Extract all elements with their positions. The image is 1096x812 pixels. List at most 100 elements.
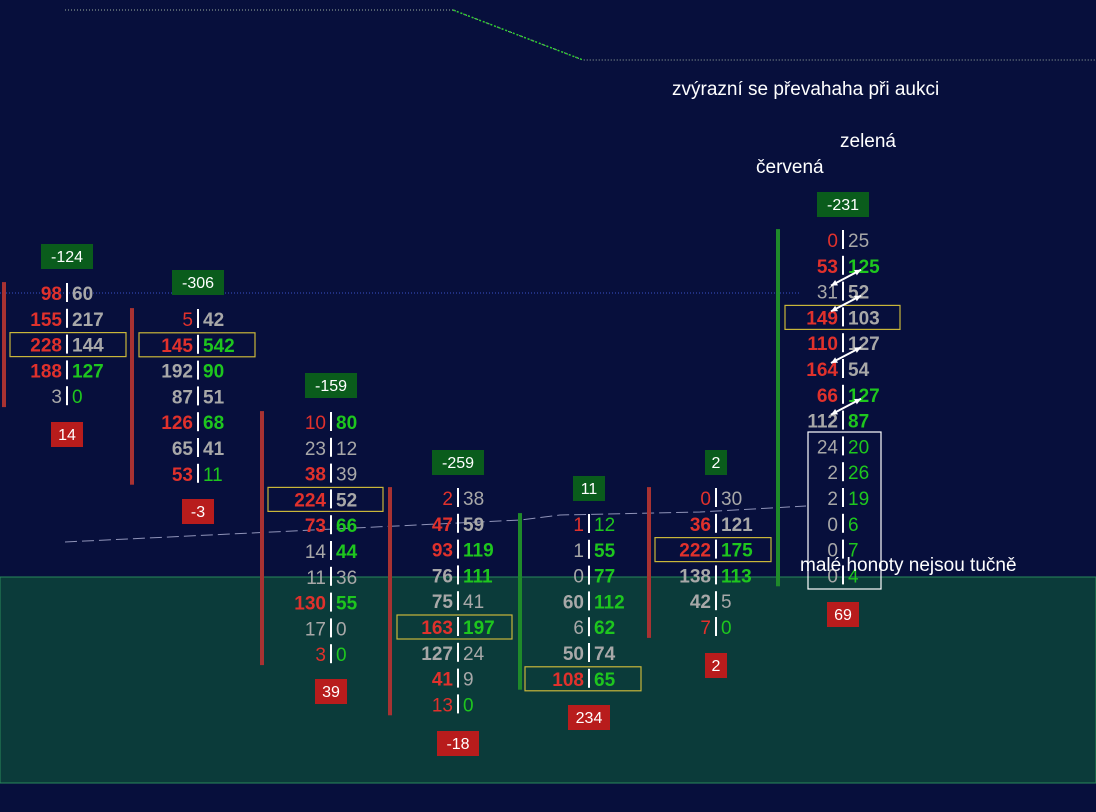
arrow-head bbox=[854, 398, 861, 405]
bid-volume: 31 bbox=[817, 283, 838, 304]
ask-volume: 54 bbox=[848, 360, 870, 381]
ask-volume: 24 bbox=[463, 644, 485, 665]
bid-volume: 224 bbox=[294, 490, 326, 511]
ask-volume: 197 bbox=[463, 618, 495, 639]
ask-volume: 103 bbox=[848, 308, 880, 329]
bid-volume: 53 bbox=[817, 257, 838, 278]
ask-volume: 36 bbox=[336, 568, 357, 589]
bid-volume: 149 bbox=[806, 308, 838, 329]
bid-volume: 53 bbox=[172, 465, 193, 486]
ask-volume: 25 bbox=[848, 231, 869, 252]
ask-volume: 121 bbox=[721, 515, 753, 536]
ask-volume: 0 bbox=[72, 387, 83, 408]
bar-delta-badge bbox=[305, 373, 357, 398]
ask-volume: 52 bbox=[336, 490, 357, 511]
ask-volume: 5 bbox=[721, 592, 732, 613]
bar-delta-label: -231 bbox=[827, 197, 859, 214]
bar-volume-label: 39 bbox=[322, 684, 340, 701]
bar-delta-label: 11 bbox=[581, 481, 598, 498]
bid-volume: 0 bbox=[573, 567, 584, 588]
column-volume-bar bbox=[518, 513, 522, 690]
bid-volume: 145 bbox=[161, 336, 193, 357]
ask-volume: 0 bbox=[336, 645, 347, 666]
bid-volume: 47 bbox=[432, 515, 453, 536]
bar-delta-badge bbox=[41, 244, 93, 269]
bid-volume: 1 bbox=[573, 515, 584, 536]
ask-volume: 26 bbox=[848, 463, 869, 484]
bid-volume: 3 bbox=[315, 645, 326, 666]
ask-volume: 20 bbox=[848, 437, 869, 458]
bid-volume: 110 bbox=[807, 334, 838, 355]
bid-volume: 108 bbox=[552, 670, 584, 691]
ask-volume: 0 bbox=[721, 618, 732, 639]
value-area-zone bbox=[0, 576, 1096, 784]
bar-volume-badge bbox=[315, 679, 347, 704]
small-values-highlight-box bbox=[807, 431, 882, 590]
bid-volume: 65 bbox=[172, 439, 194, 460]
poc-box bbox=[396, 614, 513, 640]
poc-box bbox=[654, 536, 772, 563]
footprint-column: 10 80 23 12 38 39 224 52 73 66 14 44 11 36 130 55 17 03 0 -… bbox=[260, 373, 384, 704]
ask-volume: 51 bbox=[203, 387, 225, 408]
ask-volume: 113 bbox=[721, 566, 752, 587]
bar-volume-badge bbox=[705, 653, 727, 678]
green-label: zelená bbox=[840, 131, 896, 152]
bar-delta-label: -259 bbox=[442, 455, 474, 472]
bid-volume: 188 bbox=[30, 361, 62, 382]
bid-volume: 75 bbox=[432, 592, 454, 613]
bid-volume: 112 bbox=[807, 412, 838, 433]
bid-volume: 155 bbox=[30, 310, 62, 331]
bid-volume: 36 bbox=[690, 515, 711, 536]
bid-volume: 2 bbox=[827, 489, 838, 510]
bid-volume: 60 bbox=[563, 592, 584, 613]
bid-volume: 7 bbox=[700, 618, 711, 639]
ask-volume: 60 bbox=[72, 284, 93, 305]
ask-volume: 68 bbox=[203, 413, 224, 434]
ask-volume: 59 bbox=[463, 515, 484, 536]
column-volume-bar bbox=[130, 308, 134, 485]
bar-volume-label: 69 bbox=[834, 607, 852, 624]
footprint-column: 2 38 47 59 93 119 76 111 75 41 163 197 127 24 41 9 13 0 -2… bbox=[388, 450, 513, 756]
ask-volume: 12 bbox=[594, 515, 615, 536]
ask-volume: 90 bbox=[203, 362, 224, 383]
bid-volume: 13 bbox=[432, 695, 453, 716]
ask-volume: 55 bbox=[336, 594, 358, 615]
ask-volume: 175 bbox=[721, 541, 753, 562]
bar-volume-label: 14 bbox=[58, 427, 76, 444]
arrow-head bbox=[854, 269, 861, 276]
ask-volume: 30 bbox=[721, 489, 742, 510]
ask-volume: 62 bbox=[594, 618, 615, 639]
bid-volume: 138 bbox=[679, 566, 711, 587]
ask-volume: 41 bbox=[463, 592, 484, 613]
column-volume-bar bbox=[647, 487, 651, 638]
bid-volume: 130 bbox=[294, 594, 326, 615]
small-values-note: malé honoty nejsou tučně bbox=[800, 555, 1017, 576]
bid-volume: 127 bbox=[421, 644, 453, 665]
bid-volume: 23 bbox=[305, 439, 326, 460]
bar-delta-badge bbox=[432, 450, 484, 475]
bar-delta-label: 2 bbox=[712, 455, 721, 472]
vwap-dotted-line-segment bbox=[452, 9, 584, 61]
bid-volume: 66 bbox=[817, 386, 838, 407]
poc-box bbox=[9, 332, 127, 358]
ask-volume: 38 bbox=[463, 489, 484, 510]
ask-volume: 542 bbox=[203, 336, 235, 357]
arrow-head bbox=[831, 357, 838, 363]
bid-volume: 38 bbox=[305, 465, 326, 486]
bid-volume: 41 bbox=[432, 670, 454, 691]
auction-note: zvýrazní se převahaha při aukci bbox=[672, 79, 940, 100]
bid-volume: 164 bbox=[806, 360, 838, 381]
bar-volume-badge bbox=[182, 499, 214, 524]
ask-volume: 6 bbox=[848, 515, 859, 536]
bar-delta-badge bbox=[172, 270, 224, 295]
bid-volume: 0 bbox=[827, 515, 838, 536]
ask-volume: 44 bbox=[336, 542, 358, 563]
bid-volume: 228 bbox=[30, 336, 62, 357]
bar-delta-badge bbox=[705, 450, 727, 475]
bid-volume: 2 bbox=[442, 489, 453, 510]
bid-volume: 73 bbox=[305, 516, 326, 537]
ask-volume: 52 bbox=[848, 283, 869, 304]
footprint-column: 98 60 155 217 228 144 188 127 3 0 -124 14 bbox=[2, 244, 127, 447]
